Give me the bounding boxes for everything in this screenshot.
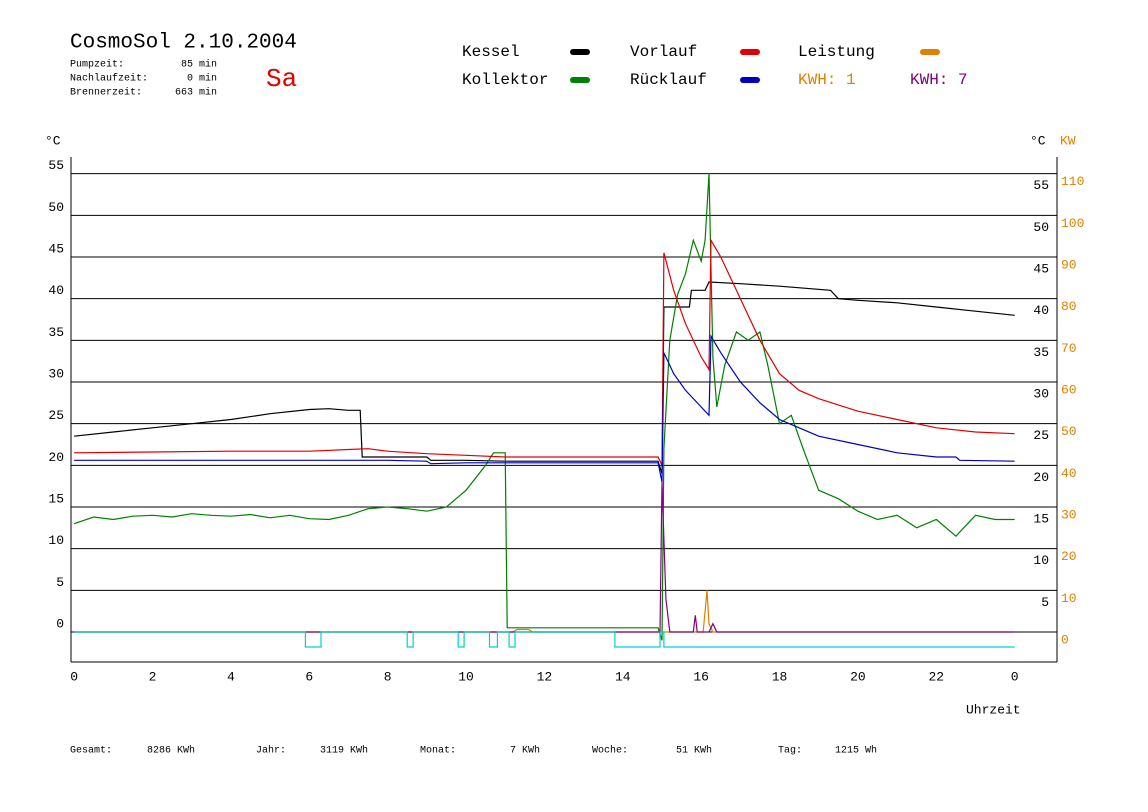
stat-label: Pumpzeit:: [70, 59, 124, 71]
kwh-label: KWH: 7: [910, 71, 968, 89]
footer-label: Jahr:: [256, 745, 286, 757]
y2-tick-label: 30: [1061, 507, 1077, 522]
y-tick-label: 55: [48, 158, 64, 173]
stat-label: Nachlaufzeit:: [70, 73, 148, 85]
stat-value: 0 min: [187, 73, 217, 85]
x-label: Uhrzeit: [966, 702, 1021, 717]
series-line: [74, 590, 1015, 633]
series-line: [74, 631, 1015, 648]
legend-label: Kessel: [462, 43, 520, 61]
y-tick-label-right: 15: [1033, 511, 1049, 526]
y2-tick-label: 20: [1061, 549, 1077, 564]
y-tick-label-right: 50: [1033, 220, 1049, 235]
series-line: [73, 173, 1015, 641]
footer-value: 7 KWh: [510, 745, 540, 757]
legend-label: Kollektor: [462, 71, 548, 89]
footer-value: 1215 Wh: [835, 745, 877, 757]
y-tick-label: 40: [48, 283, 64, 298]
y2-tick-label: 50: [1061, 424, 1077, 439]
y-tick-label-right: 5: [1041, 595, 1049, 610]
y-tick-label: 0: [56, 616, 64, 631]
stat-value: 663 min: [175, 87, 217, 99]
x-tick-label: 0: [1011, 669, 1019, 684]
footer-value: 51 KWh: [676, 745, 712, 757]
x-tick-label: 2: [149, 669, 157, 684]
legend-label: Vorlauf: [630, 43, 697, 61]
footer-label: Gesamt:: [70, 746, 112, 757]
y2-tick-label: 100: [1061, 216, 1084, 231]
legend-label: Leistung: [798, 43, 875, 61]
x-tick-label: 20: [850, 669, 866, 684]
y2-tick-label: 40: [1061, 466, 1077, 481]
y-unit: °C: [45, 133, 61, 148]
stat-label: Brennerzeit:: [70, 87, 142, 99]
x-tick-label: 16: [693, 669, 709, 684]
series-line: [74, 281, 1015, 474]
y-tick-label-right: 30: [1033, 386, 1049, 401]
footer-value: 3119 KWh: [320, 745, 368, 757]
y2-tick-label: 70: [1061, 341, 1077, 356]
y-tick-label: 25: [48, 408, 64, 423]
series-line: [74, 481, 1015, 633]
y-tick-label: 15: [48, 491, 64, 506]
day: Sa: [266, 64, 297, 94]
x-tick-label: 10: [458, 669, 474, 684]
y-tick-label: 20: [48, 450, 64, 465]
y-tick-label-right: 55: [1033, 178, 1049, 193]
x-tick-label: 6: [305, 669, 313, 684]
y-tick-label: 35: [48, 325, 64, 340]
y-tick-label-right: 10: [1033, 553, 1049, 568]
y2-tick-label: 80: [1061, 299, 1077, 314]
title: CosmoSol 2.10.2004: [70, 32, 297, 55]
footer-value: 8286 KWh: [147, 745, 195, 757]
y2-tick-label: 10: [1061, 591, 1077, 606]
y-tick-label: 45: [48, 241, 64, 256]
y-tick-label-right: 45: [1033, 261, 1049, 276]
y-tick-label-right: 40: [1033, 303, 1049, 318]
series-line: [74, 334, 1015, 483]
x-tick-label: 4: [227, 669, 235, 684]
legend-label: Rücklauf: [630, 71, 707, 89]
x-tick-label: 12: [537, 669, 553, 684]
x-tick-label: 0: [70, 669, 78, 684]
x-tick-label: 18: [772, 669, 788, 684]
y-tick-label: 10: [48, 533, 64, 548]
y2-unit: KW: [1060, 133, 1076, 148]
y-tick-label: 50: [48, 200, 64, 215]
footer-label: Monat:: [420, 746, 456, 757]
y-tick-label: 5: [56, 575, 64, 590]
x-tick-label: 8: [384, 669, 392, 684]
x-tick-label: 14: [615, 669, 631, 684]
y-unit-right: °C: [1030, 133, 1046, 148]
stat-value: 85 min: [181, 59, 217, 71]
series-line: [74, 238, 1015, 466]
y-tick-label-right: 25: [1033, 428, 1049, 443]
y-tick-label-right: 35: [1033, 345, 1049, 360]
y2-tick-label: 110: [1061, 174, 1084, 189]
footer-label: Woche:: [592, 745, 628, 757]
footer-label: Tag:: [778, 746, 802, 757]
y2-tick-label: 90: [1061, 257, 1077, 272]
y-tick-label-right: 20: [1033, 470, 1049, 485]
y2-tick-label: 0: [1061, 632, 1069, 647]
kwh-label: KWH: 1: [798, 71, 856, 89]
y2-tick-label: 60: [1061, 382, 1077, 397]
x-tick-label: 22: [928, 669, 944, 684]
y-tick-label: 30: [48, 366, 64, 381]
